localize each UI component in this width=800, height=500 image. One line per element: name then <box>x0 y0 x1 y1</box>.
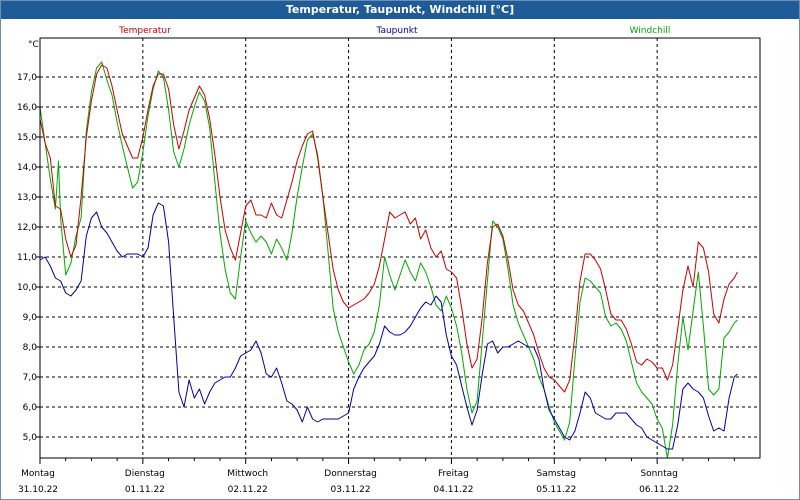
legend: Temperatur Taupunkt Windchill <box>118 26 670 36</box>
x-tick-weekday: Freitag <box>438 469 469 479</box>
y-tick-label: 15,0 <box>17 133 37 143</box>
series-line-taupunkt <box>39 202 738 450</box>
y-tick-label: 12,0 <box>17 223 37 233</box>
y-tick-label: 6,0 <box>23 403 38 413</box>
x-tick-weekday: Samstag <box>537 469 576 479</box>
x-tick-date: 05.11.22 <box>536 485 576 495</box>
legend-entry-temperatur: Temperatur <box>118 26 171 36</box>
series-lines <box>39 61 738 459</box>
x-tick-weekday: Dienstag <box>125 469 165 479</box>
y-tick-label: 16,0 <box>17 103 37 113</box>
grid-lines <box>40 38 760 458</box>
x-tick-date: 03.11.22 <box>331 485 371 495</box>
x-axis-ticks: Montag 31.10.22 Dienstag 01.11.22 Mittwoch 02… <box>18 458 735 495</box>
x-tick-weekday: Sonntag <box>640 469 677 479</box>
x-tick-date: 31.10.22 <box>18 485 58 495</box>
x-tick-date: 04.11.22 <box>433 485 473 495</box>
y-tick-label: 9,0 <box>23 313 38 323</box>
series-line-windchill <box>39 61 738 459</box>
chart-title: Temperatur, Taupunkt, Windchill [°C] <box>1 1 799 19</box>
y-tick-label: 5,0 <box>23 433 38 443</box>
x-tick-date: 02.11.22 <box>228 485 268 495</box>
x-tick-date: 01.11.22 <box>125 485 165 495</box>
y-tick-label: 10,0 <box>17 283 37 293</box>
y-axis-unit: °C <box>28 40 39 50</box>
legend-entry-taupunkt: Taupunkt <box>375 26 418 36</box>
y-tick-label: 13,0 <box>17 193 37 203</box>
y-tick-label: 8,0 <box>23 343 38 353</box>
legend-entry-windchill: Windchill <box>630 26 671 36</box>
y-tick-label: 7,0 <box>23 373 38 383</box>
x-tick-weekday: Mittwoch <box>227 469 268 479</box>
y-tick-label: 14,0 <box>17 163 37 173</box>
plot-area-border <box>39 37 761 459</box>
y-tick-label: 17,0 <box>17 73 37 83</box>
x-tick-weekday: Montag <box>21 469 55 479</box>
x-tick-weekday: Donnerstag <box>324 469 377 479</box>
y-tick-label: 11,0 <box>17 253 37 263</box>
y-axis-ticks: 5,0 6,0 7,0 8,0 9,0 10,0 11,0 12,0 13,0 14,0 15,0 1… <box>17 73 40 443</box>
x-tick-date: 06.11.22 <box>639 485 679 495</box>
series-line-temperatur <box>39 64 738 393</box>
